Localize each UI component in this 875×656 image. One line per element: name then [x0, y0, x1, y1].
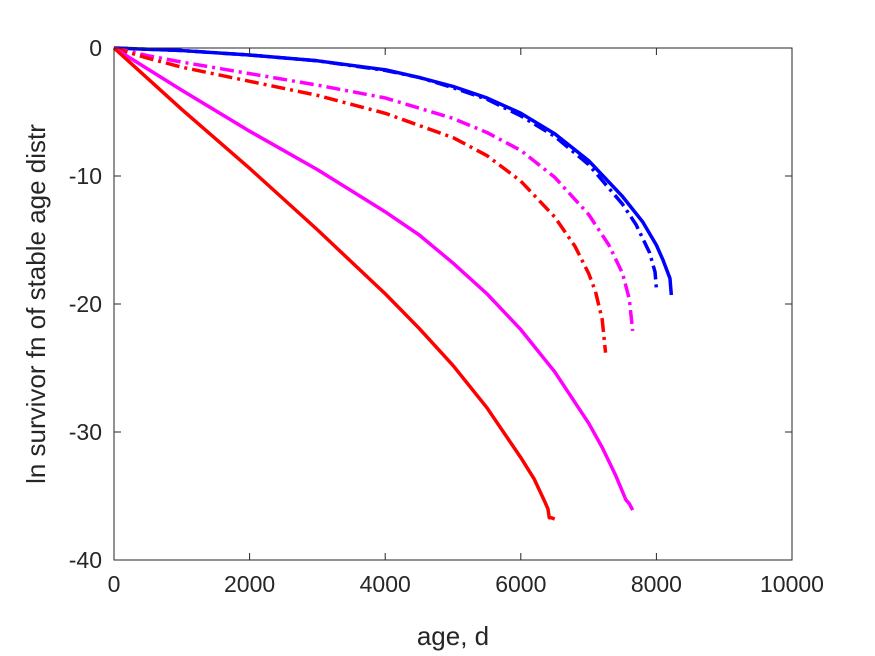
series-line-2: [113, 46, 659, 289]
y-tick-label-4: -40: [69, 547, 102, 573]
series-line-5: [113, 46, 635, 511]
tick-layer: 0 2000 4000 6000 8000 10000 0 -10 -20 -30 -40: [69, 35, 824, 597]
x-tick-label-3: 6000: [495, 571, 546, 597]
series-layer: [112, 46, 674, 521]
y-tick-label-1: -10: [69, 163, 102, 189]
series-line-3: [113, 46, 635, 332]
plot-area: [114, 48, 792, 560]
y-tick-label-3: -30: [69, 419, 102, 445]
y-tick-label-0: 0: [89, 35, 102, 61]
series-line-4: [113, 46, 608, 353]
x-tick-label-5: 10000: [760, 571, 824, 597]
y-tick-label-2: -20: [69, 291, 102, 317]
y-axis-label: ln survivor fn of stable age distr: [21, 124, 51, 484]
x-tick-label-4: 8000: [631, 571, 682, 597]
x-tick-label-1: 2000: [224, 571, 275, 597]
x-tick-label-0: 0: [108, 571, 121, 597]
series-line-6: [112, 46, 556, 521]
x-axis-label: age, d: [417, 621, 489, 651]
x-tick-label-2: 4000: [360, 571, 411, 597]
